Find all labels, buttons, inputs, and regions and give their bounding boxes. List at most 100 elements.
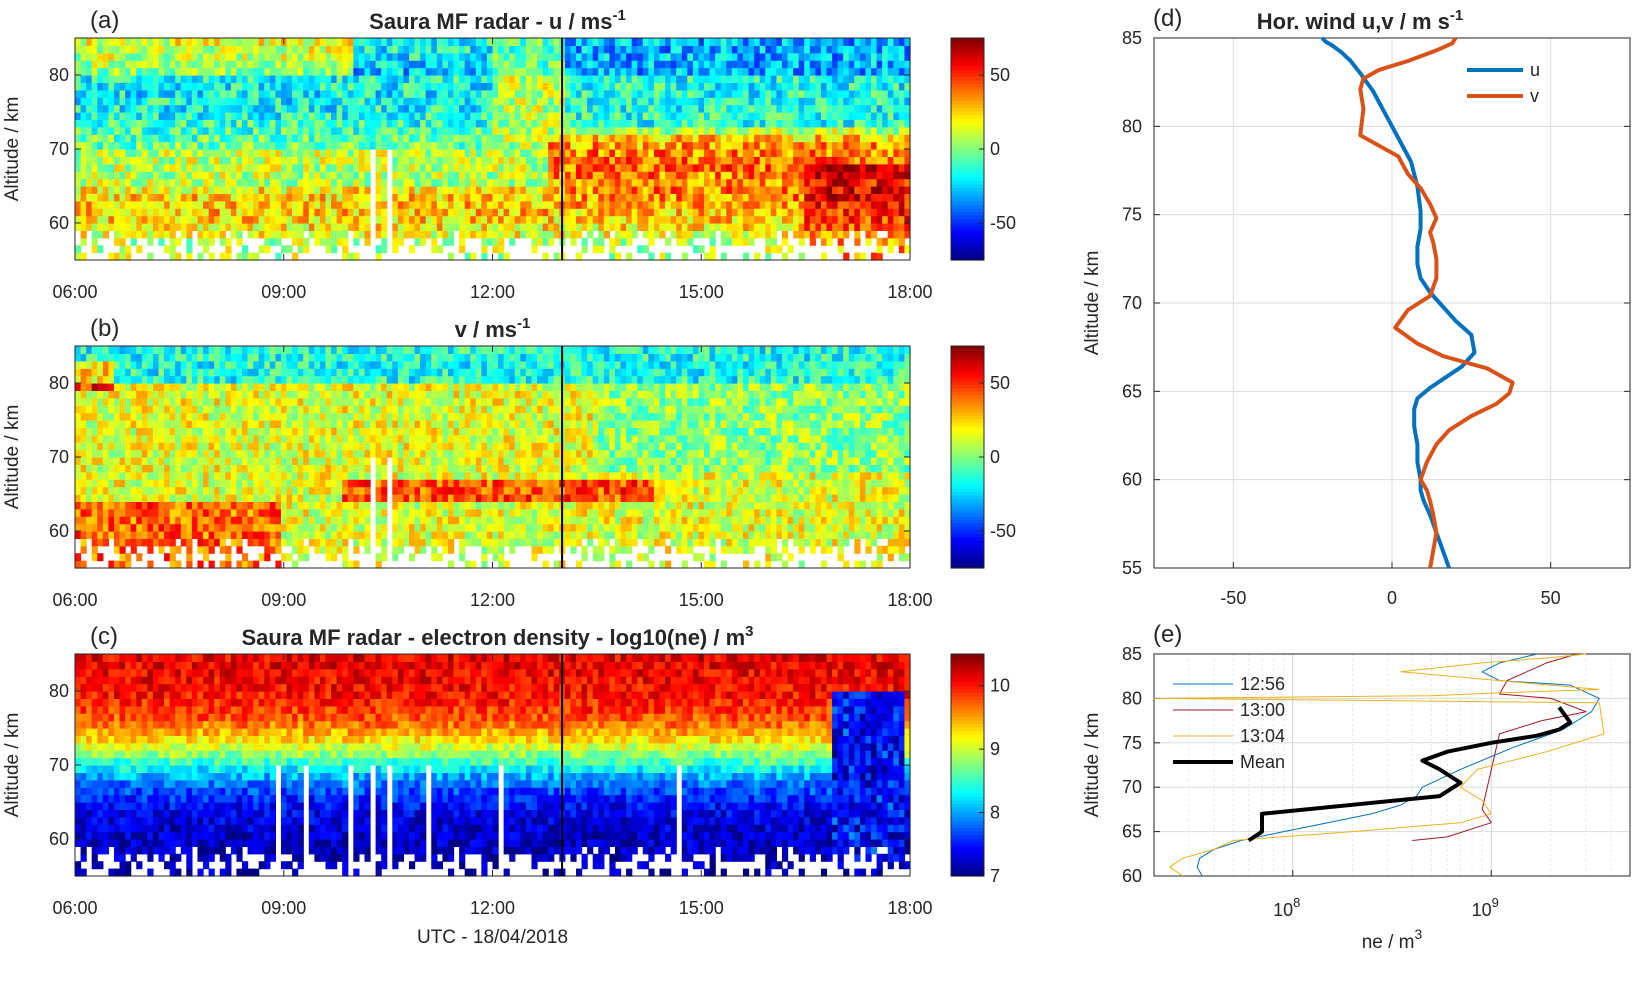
heatmap-a-cell (665, 200, 672, 209)
heatmap-a-cell (203, 230, 210, 239)
heatmap-a-cell (486, 38, 494, 46)
heatmap-a-cell (520, 112, 527, 120)
heatmap-a-cell (715, 82, 722, 91)
heatmap-a-cell (425, 52, 432, 61)
heatmap-b-cell (108, 368, 115, 377)
heatmap-a-cell (531, 163, 538, 172)
heatmap-a-cell (503, 67, 510, 76)
heatmap-b-cell (136, 464, 143, 473)
heatmap-b-cell (147, 457, 154, 465)
heatmap-a-cell (665, 237, 672, 246)
heatmap-a-cell (447, 119, 455, 128)
heatmap-a-cell (292, 171, 299, 180)
heatmap-a-cell (609, 112, 616, 120)
heatmap-a-cell (809, 223, 816, 231)
heatmap-a-cell (720, 126, 727, 135)
heatmap-a-cell (804, 104, 811, 113)
heatmap-b-cell (147, 471, 154, 480)
heatmap-a-cell (626, 97, 633, 106)
heatmap-a-cell (815, 52, 822, 61)
heatmap-a-cell (392, 200, 399, 209)
heatmap-a-cell (136, 149, 143, 157)
heatmap-a-cells (75, 38, 911, 261)
heatmap-b-cell (119, 545, 126, 554)
heatmap-a-cell (464, 82, 471, 91)
heatmap-a-cell (848, 200, 855, 209)
heatmap-a-cell (336, 126, 343, 135)
heatmap-a-cell (247, 134, 254, 143)
heatmap-a-cell (631, 215, 638, 224)
heatmap-a-cell (475, 178, 482, 187)
heatmap-a-cell (152, 119, 160, 128)
heatmap-a-cell (715, 67, 722, 76)
heatmap-a-cell (598, 171, 605, 180)
heatmap-a-cell (737, 38, 744, 46)
heatmap-a-cell (793, 163, 800, 172)
heatmap-b-cell (208, 434, 215, 443)
heatmap-a-cell (776, 112, 783, 120)
heatmap-b-cell (130, 427, 137, 436)
heatmap-a-cell (225, 45, 232, 54)
heatmap-a-cell (191, 200, 199, 209)
heatmap-a-cell (325, 75, 332, 83)
heatmap-a-cell (164, 141, 171, 150)
heatmap-a-cell (687, 186, 694, 194)
heatmap-a-cell (698, 193, 705, 202)
heatmap-a-cell (414, 52, 421, 61)
heatmap-a-cell (754, 208, 761, 217)
heatmap-a-cell (102, 141, 109, 150)
heatmap-a-cell (498, 67, 505, 76)
heatmap-b-cell (130, 523, 137, 532)
heatmap-b-cell (91, 383, 98, 391)
heatmap-a-cell (648, 38, 655, 46)
heatmap-a-cell (175, 141, 182, 150)
heatmap-a-cell (837, 126, 844, 135)
heatmap-a-cell (152, 215, 160, 224)
heatmap-a-cell (492, 104, 499, 113)
heatmap-a-cell (219, 215, 226, 224)
heatmap-a-cell (553, 134, 560, 143)
heatmap-a-cell (486, 45, 494, 54)
heatmap-a-cell (781, 89, 789, 98)
heatmap-b-cell (130, 375, 137, 384)
heatmap-a-cell (75, 97, 82, 106)
heatmap-b-cell (147, 353, 154, 362)
heatmap-a-cell (247, 186, 254, 194)
heatmap-a-cell (75, 75, 82, 83)
heatmap-a-cell (169, 178, 176, 187)
heatmap-a-cell (542, 208, 549, 217)
heatmap-a-cell (286, 215, 293, 224)
heatmap-a-cell (709, 163, 716, 172)
heatmap-a-cell (331, 223, 338, 231)
heatmap-a-cell (169, 156, 176, 165)
heatmap-a-cell (436, 186, 443, 194)
heatmap-a-cell (882, 112, 889, 120)
heatmap-a-cell (598, 45, 605, 54)
heatmap-a-cell (280, 208, 288, 217)
heatmap-a-cell (843, 126, 850, 135)
heatmap-a-cell (681, 186, 688, 194)
heatmap-a-cell (236, 112, 243, 120)
heatmap-a-cell (370, 112, 377, 120)
heatmap-a-cell (225, 134, 232, 143)
heatmap-b-cell (203, 471, 210, 480)
colorbar-a-swatch (951, 194, 984, 199)
heatmap-a-cell (837, 178, 844, 187)
heatmap-a-cell (492, 134, 499, 143)
heatmap-a-cell (642, 193, 649, 202)
heatmap-a-cell (247, 223, 254, 231)
heatmap-a-cell (893, 45, 900, 54)
heatmap-a-cell (692, 97, 700, 106)
heatmap-a-cell (358, 230, 366, 239)
heatmap-a-cell (258, 215, 265, 224)
heatmap-a-cell (754, 45, 761, 54)
heatmap-a-cell (125, 119, 132, 128)
heatmap-b-cell (125, 479, 132, 488)
heatmap-a-cell (464, 223, 471, 231)
heatmap-a-cell (859, 97, 867, 106)
heatmap-a-cell (731, 178, 739, 187)
heatmap-a-cell (832, 97, 839, 106)
heatmap-a-cell (80, 141, 87, 150)
heatmap-a-cell (308, 134, 315, 143)
heatmap-a-cell (286, 104, 293, 113)
